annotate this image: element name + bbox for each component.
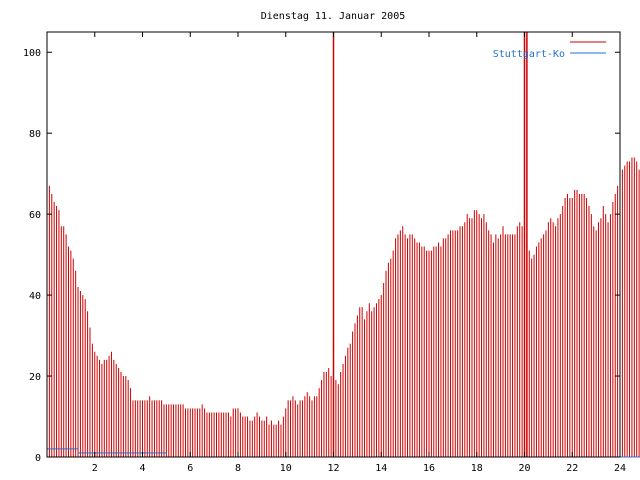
series-0-bars: [46, 157, 640, 457]
x-tick-label: 24: [614, 463, 626, 474]
x-tick-label: 8: [235, 463, 241, 474]
y-tick-label: 20: [29, 372, 41, 383]
x-tick-label: 22: [566, 463, 578, 474]
vertical-markers: [332, 32, 528, 457]
x-tick-label: 10: [280, 463, 292, 474]
x-axis: 2 4 6 8 10 12 14 16 18 20 22 24: [92, 32, 626, 474]
y-tick-label: 60: [29, 210, 41, 221]
x-tick-label: 14: [375, 463, 387, 474]
x-tick-label: 16: [423, 463, 435, 474]
y-tick-label: 0: [35, 453, 41, 464]
x-tick-label: 20: [518, 463, 530, 474]
chart-title: Dienstag 11. Januar 2005: [261, 11, 406, 22]
y-tick-label: 100: [23, 48, 41, 59]
x-tick-label: 12: [327, 463, 339, 474]
x-tick-label: 4: [139, 463, 145, 474]
y-tick-label: 80: [29, 129, 41, 140]
legend-label-series-1: Stuttgart-Ko: [493, 49, 565, 60]
y-axis: 0 20 40 60 80 100: [23, 48, 620, 464]
legend: Stuttgart-Ko: [493, 41, 606, 60]
y-tick-label: 40: [29, 291, 41, 302]
x-tick-label: 18: [471, 463, 483, 474]
x-tick-label: 6: [187, 463, 193, 474]
x-tick-label: 2: [92, 463, 98, 474]
